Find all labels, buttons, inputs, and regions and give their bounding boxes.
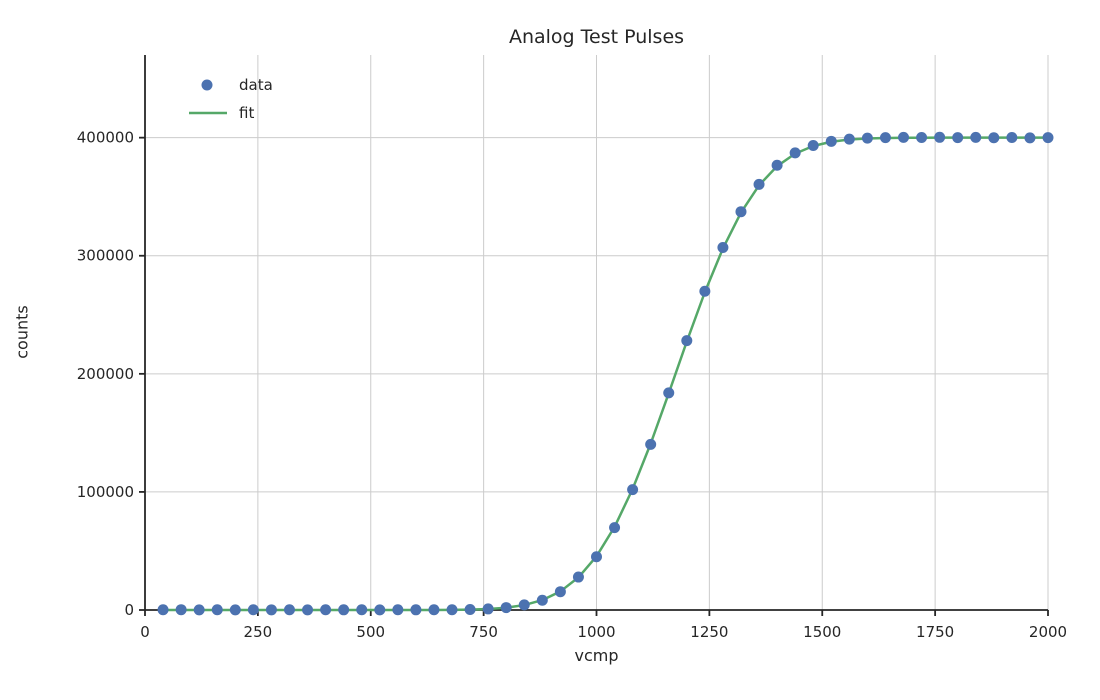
y-tick-label: 300000 [77, 247, 134, 265]
data-point [247, 604, 259, 616]
data-point [681, 335, 693, 347]
data-point [970, 131, 982, 143]
data-point [663, 387, 675, 399]
data-point [717, 241, 729, 253]
data-point [825, 135, 837, 147]
data-point [175, 604, 187, 616]
x-axis-label: vcmp [574, 646, 619, 665]
y-tick-label: 100000 [77, 483, 134, 501]
data-point [302, 604, 314, 616]
data-point [771, 159, 783, 171]
x-tick-label: 1250 [690, 623, 728, 641]
data-point [229, 604, 241, 616]
data-point [536, 594, 548, 606]
data-point [410, 604, 422, 616]
x-tick-label: 0 [140, 623, 150, 641]
data-point [374, 604, 386, 616]
data-point [446, 604, 458, 616]
data-point [500, 602, 512, 614]
data-point [428, 604, 440, 616]
x-tick-label: 2000 [1029, 623, 1067, 641]
data-point [627, 484, 639, 496]
data-point [1024, 132, 1036, 144]
data-point [807, 139, 819, 151]
data-point [356, 604, 368, 616]
data-point [699, 285, 711, 297]
data-point [554, 586, 566, 598]
data-point [645, 438, 657, 450]
x-tick-label: 1000 [577, 623, 615, 641]
data-point [916, 132, 928, 144]
data-point [879, 132, 891, 144]
x-tick-label: 750 [469, 623, 498, 641]
data-point [518, 599, 530, 611]
y-tick-label: 200000 [77, 365, 134, 383]
chart-title: Analog Test Pulses [508, 26, 685, 48]
x-tick-label: 1750 [916, 623, 954, 641]
data-point [861, 132, 873, 144]
data-point [211, 604, 223, 616]
x-tick-label: 1500 [803, 623, 841, 641]
x-tick-label: 250 [244, 623, 273, 641]
y-axis-label: counts [12, 305, 32, 359]
y-tick-label: 0 [124, 601, 134, 619]
data-point [572, 571, 584, 583]
data-point [934, 131, 946, 143]
data-point [591, 551, 602, 563]
data-point [789, 147, 801, 159]
legend-label-fit: fit [239, 104, 254, 122]
data-point [392, 604, 404, 616]
data-point [1042, 132, 1054, 144]
data-point [157, 604, 169, 616]
data-point [609, 522, 621, 534]
data-point [482, 603, 494, 615]
data-point [988, 132, 1000, 144]
data-point [265, 604, 277, 616]
legend-label-data: data [239, 76, 273, 94]
data-point [338, 604, 350, 616]
data-point [464, 604, 476, 616]
legend-marker-data [201, 79, 213, 91]
data-point [843, 133, 855, 145]
data-point [193, 604, 205, 616]
x-tick-label: 500 [356, 623, 385, 641]
data-point [735, 206, 747, 218]
y-tick-label: 400000 [77, 129, 134, 147]
data-point [320, 604, 332, 616]
data-point [283, 604, 295, 616]
data-point [1006, 132, 1018, 144]
data-point [898, 131, 910, 143]
data-point [753, 178, 765, 190]
data-point [952, 132, 964, 144]
